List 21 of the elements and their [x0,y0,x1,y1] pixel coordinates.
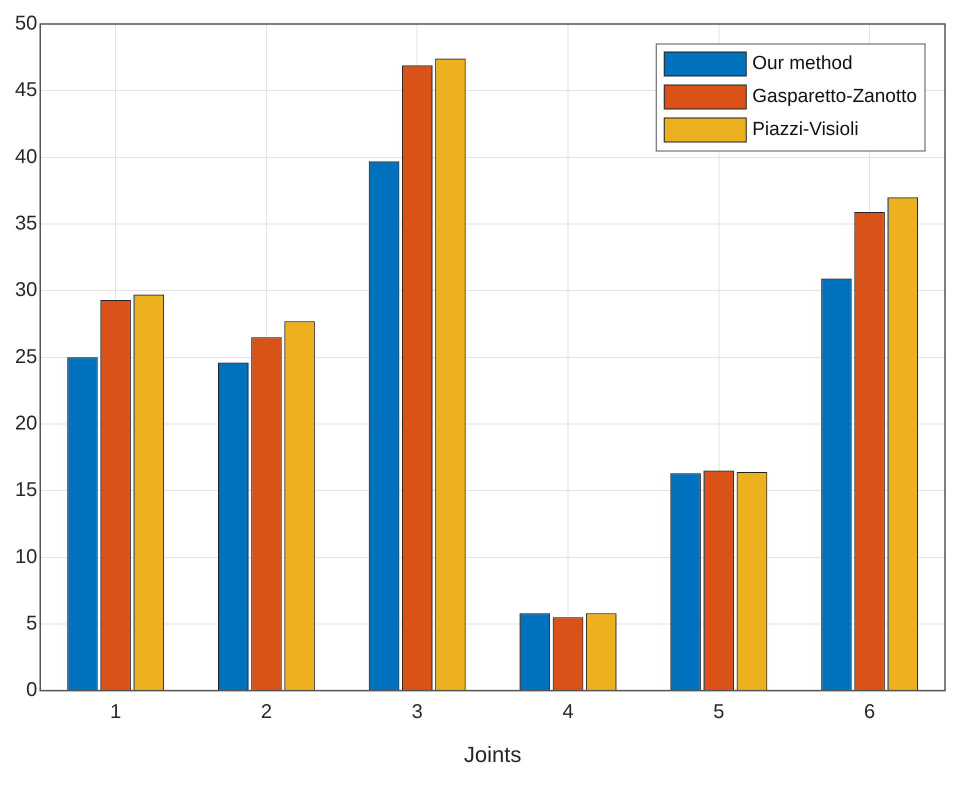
y-tick-label: 25 [14,346,38,368]
y-tick-label: 5 [26,612,38,634]
y-tick-label: 45 [14,79,38,102]
y-tick-label: 15 [14,479,38,502]
x-tick-label: 1 [110,701,122,724]
x-tick-label: 6 [864,701,876,724]
y-tick-label: 30 [14,279,38,302]
x-tick-label: 5 [713,701,724,724]
legend-label: Our method [752,53,853,74]
x-axis-title: Joints [464,742,522,767]
y-tick-label: 35 [14,212,38,234]
y-tick-label: 50 [14,12,38,35]
y-tick-label: 40 [14,146,38,168]
y-tick-label: 0 [26,679,38,702]
y-tick-label: 20 [14,412,38,434]
y-tick-label: 10 [14,546,38,568]
x-tick-label: 2 [260,701,272,724]
x-tick-label: 3 [412,701,423,724]
x-tick-label: 4 [562,701,574,724]
legend-label: Gasparetto-Zanotto [752,86,918,108]
legend-label: Piazzi-Visioli [752,119,859,140]
